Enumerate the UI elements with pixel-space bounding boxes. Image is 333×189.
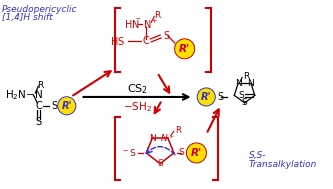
Text: R: R bbox=[154, 11, 161, 20]
Text: $^-\mathsf{S}$: $^-\mathsf{S}$ bbox=[121, 147, 137, 158]
Text: S: S bbox=[51, 101, 57, 111]
Circle shape bbox=[186, 143, 206, 163]
Text: $\mathsf{HS}$: $\mathsf{HS}$ bbox=[110, 35, 125, 47]
Text: $^-$: $^-$ bbox=[134, 15, 141, 24]
Text: S: S bbox=[157, 159, 163, 168]
Circle shape bbox=[176, 40, 193, 58]
Text: S: S bbox=[163, 31, 169, 41]
Text: $\mathsf{H_2N{-}N}$: $\mathsf{H_2N{-}N}$ bbox=[5, 88, 43, 102]
Text: S,S-: S,S- bbox=[248, 151, 266, 160]
Circle shape bbox=[198, 89, 214, 105]
Text: $\mathsf{CS_2}$: $\mathsf{CS_2}$ bbox=[127, 82, 148, 96]
Circle shape bbox=[197, 88, 215, 106]
Text: R': R' bbox=[201, 92, 211, 102]
Text: R': R' bbox=[179, 44, 190, 54]
Text: R': R' bbox=[62, 101, 72, 111]
Circle shape bbox=[59, 98, 75, 114]
Text: S: S bbox=[217, 92, 223, 102]
Text: S: S bbox=[179, 148, 184, 157]
Text: S: S bbox=[35, 116, 41, 126]
Text: C: C bbox=[143, 36, 150, 46]
Text: N: N bbox=[247, 79, 254, 88]
Text: [1,4]H shift: [1,4]H shift bbox=[2, 13, 53, 22]
Circle shape bbox=[187, 144, 205, 162]
Text: Pseudopericyclic: Pseudopericyclic bbox=[2, 5, 78, 14]
Text: R: R bbox=[37, 81, 44, 90]
Text: S: S bbox=[242, 98, 247, 107]
Circle shape bbox=[175, 39, 194, 59]
Text: Transalkylation: Transalkylation bbox=[248, 160, 317, 169]
Text: R: R bbox=[243, 72, 249, 81]
Text: C: C bbox=[36, 101, 43, 111]
Text: R': R' bbox=[191, 148, 202, 158]
Text: N: N bbox=[235, 79, 241, 88]
Text: S: S bbox=[238, 91, 244, 100]
Circle shape bbox=[58, 97, 76, 115]
Text: $\mathsf{HN}$: $\mathsf{HN}$ bbox=[124, 18, 140, 30]
Text: $\mathsf{N}^+$: $\mathsf{N}^+$ bbox=[144, 18, 159, 31]
Text: R: R bbox=[175, 126, 181, 135]
Text: $\mathsf{-SH_2}$: $\mathsf{-SH_2}$ bbox=[123, 100, 152, 114]
Text: $N^+$: $N^+$ bbox=[160, 132, 175, 144]
Text: N: N bbox=[149, 134, 156, 143]
